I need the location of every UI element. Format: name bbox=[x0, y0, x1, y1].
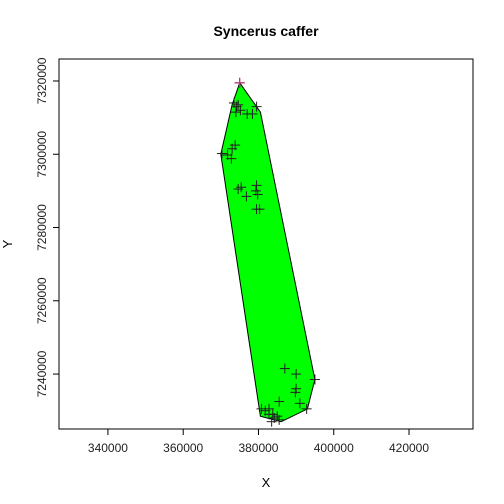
data-point bbox=[274, 396, 285, 407]
data-point bbox=[235, 105, 246, 116]
data-point bbox=[251, 101, 262, 112]
data-point bbox=[254, 204, 265, 215]
x-tick-label: 420000 bbox=[389, 441, 429, 455]
x-tick-label: 400000 bbox=[314, 441, 354, 455]
x-tick-label: 360000 bbox=[163, 441, 203, 455]
data-point bbox=[251, 180, 262, 191]
data-point bbox=[309, 374, 320, 385]
data-point bbox=[291, 369, 302, 380]
data-point bbox=[266, 416, 277, 427]
data-point bbox=[227, 143, 238, 154]
data-point bbox=[230, 107, 241, 118]
data-point bbox=[216, 148, 227, 159]
data-point bbox=[247, 108, 258, 119]
data-point bbox=[290, 387, 301, 398]
y-tick-label: 7300000 bbox=[35, 131, 49, 178]
data-point bbox=[301, 403, 312, 414]
data-point bbox=[252, 189, 263, 200]
data-point bbox=[274, 414, 285, 425]
data-point bbox=[294, 398, 305, 409]
data-point bbox=[233, 99, 244, 110]
y-tick-label: 7320000 bbox=[35, 57, 49, 104]
y-tick-label: 7260000 bbox=[35, 277, 49, 324]
y-axis-label: Y bbox=[0, 239, 15, 248]
y-axis: 7240000 7260000 7280000 7300000 7320000 bbox=[35, 57, 60, 397]
data-point bbox=[241, 191, 252, 202]
x-tick-label: 340000 bbox=[88, 441, 128, 455]
x-axis-label: X bbox=[262, 475, 271, 490]
x-tick-label: 380000 bbox=[238, 441, 278, 455]
convex-hull-polygon bbox=[220, 81, 316, 423]
chart-title: Syncerus caffer bbox=[213, 23, 319, 39]
hull-layer bbox=[220, 81, 316, 423]
data-point bbox=[226, 153, 237, 164]
data-point bbox=[236, 182, 247, 193]
highlighted-point bbox=[234, 77, 245, 88]
y-tick-label: 7240000 bbox=[35, 350, 49, 397]
points-layer bbox=[216, 77, 320, 427]
data-point bbox=[279, 363, 290, 374]
x-axis: 340000 360000 380000 400000 420000 bbox=[88, 428, 429, 455]
y-tick-label: 7280000 bbox=[35, 204, 49, 251]
